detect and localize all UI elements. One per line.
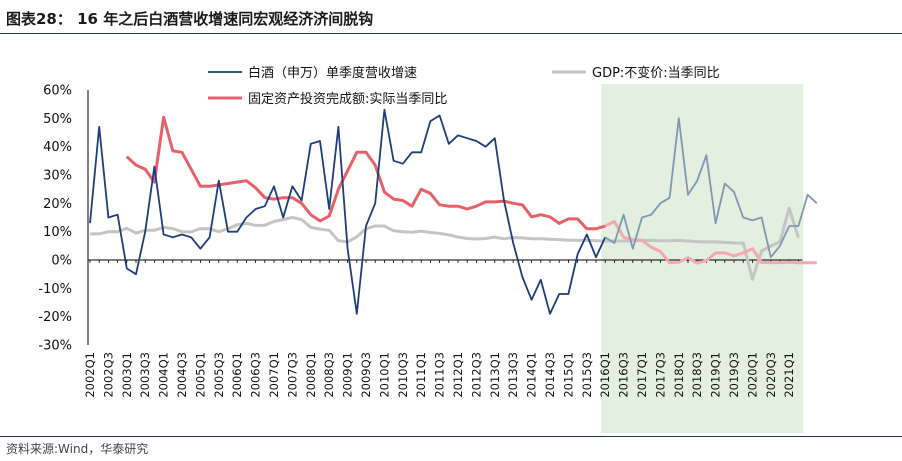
x-tick-label: 2014Q1: [525, 352, 539, 398]
series-line-0: [89, 108, 607, 315]
x-tick-label: 2013Q3: [506, 352, 520, 398]
shaded-region: [601, 84, 804, 433]
y-tick-label: 60%: [43, 84, 72, 99]
x-tick-label: 2008Q3: [322, 352, 336, 398]
x-tick-label: 2010Q3: [396, 352, 410, 398]
x-tick-label: 2005Q3: [212, 352, 226, 398]
y-tick-label: -10%: [38, 282, 72, 297]
x-tick-label: 2012Q3: [469, 352, 483, 398]
x-tick-label: 2018Q3: [690, 352, 704, 398]
y-tick-label: 20%: [43, 197, 72, 212]
series-line-2-shaded: [604, 220, 817, 265]
y-axis: 60% 50% 40% 30% 20% 10% 0% -10% -20% -30%: [38, 84, 89, 354]
x-tick-label: 2017Q1: [635, 352, 649, 398]
y-tick-label: 30%: [43, 169, 72, 184]
legend-label-1: GDP:不变价:当季同比: [592, 65, 720, 81]
x-tick-label: 2006Q3: [249, 352, 263, 398]
source-note: 资料来源:Wind，华泰研究: [6, 442, 149, 456]
x-tick-label: 2002Q3: [101, 352, 115, 398]
x-tick-label: 2003Q3: [138, 352, 152, 398]
x-tick-label: 2004Q3: [175, 352, 189, 398]
legend-label-2: 固定资产投资完成额:实际当季同比: [248, 91, 447, 107]
shaded-period: [601, 84, 804, 433]
x-tick-label: 2002Q1: [83, 352, 97, 398]
x-tick-label: 2009Q1: [341, 352, 355, 398]
x-tick-label: 2003Q1: [120, 352, 134, 398]
x-tick-label: 2017Q3: [653, 352, 667, 398]
y-tick-label: 50%: [43, 112, 72, 127]
x-tick-label: 2018Q1: [672, 352, 686, 398]
x-tick-label: 2009Q3: [359, 352, 373, 398]
x-tick-label: 2005Q1: [193, 352, 207, 398]
x-tick-label: 2016Q1: [598, 352, 612, 398]
x-tick-label: 2007Q1: [267, 352, 281, 398]
y-tick-label: -30%: [38, 339, 72, 354]
x-tick-label: 2014Q3: [543, 352, 557, 398]
series-line-0-shaded: [604, 117, 818, 259]
x-tick-label: 2016Q3: [617, 352, 631, 398]
x-axis: 2002Q1 2002Q3 2003Q1 2003Q3 2004Q1 2004Q3 2005…: [83, 259, 803, 398]
legend-label-0: 白酒（申万）单季度营收增速: [248, 65, 417, 81]
x-tick-label: 2010Q1: [377, 352, 391, 398]
x-tick-label: 2007Q3: [285, 352, 299, 398]
x-tick-label: 2021Q1: [782, 352, 796, 398]
x-tick-label: 2015Q1: [561, 352, 575, 398]
x-tick-label: 2011Q3: [433, 352, 447, 398]
x-tick-label: 2012Q1: [451, 352, 465, 398]
series-line-2: [125, 115, 606, 231]
x-tick-label: 2013Q1: [488, 352, 502, 398]
x-tick-label: 2011Q1: [414, 352, 428, 398]
x-tick-label: 2006Q1: [230, 352, 244, 398]
y-tick-label: -20%: [38, 310, 72, 325]
x-tick-label: 2020Q3: [764, 352, 778, 398]
series-lines: [89, 108, 818, 315]
x-tick-label: 2019Q3: [727, 352, 741, 398]
title-divider: [0, 33, 902, 34]
x-tick-label: 2015Q3: [580, 352, 594, 398]
y-tick-label: 0%: [51, 254, 72, 269]
x-tick-label: 2008Q1: [304, 352, 318, 398]
footer-divider: [0, 436, 902, 437]
y-tick-label: 40%: [43, 140, 72, 155]
x-tick-label: 2004Q1: [157, 352, 171, 398]
chart-title: 图表28： 16 年之后白酒营收增速同宏观经济济间脱钩: [6, 10, 374, 28]
x-tick-label: 2020Q1: [745, 352, 759, 398]
y-tick-label: 10%: [43, 225, 72, 240]
x-tick-label: 2019Q1: [709, 352, 723, 398]
legend: 白酒（申万）单季度营收增速 GDP:不变价:当季同比固定资产投资完成额:实际当季同…: [208, 65, 720, 107]
